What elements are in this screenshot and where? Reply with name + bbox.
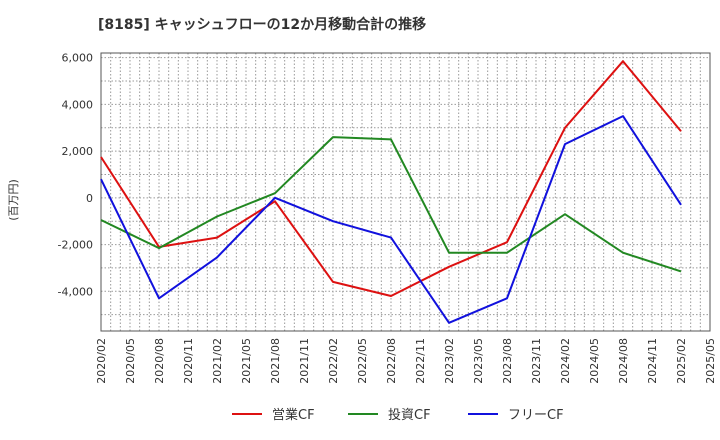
x-tick-label: 2020/08 xyxy=(153,338,166,384)
gridlines xyxy=(101,53,710,331)
x-tick-label: 2023/05 xyxy=(472,338,485,384)
x-tick-label: 2021/08 xyxy=(269,338,282,384)
y-tick-label: -4,000 xyxy=(58,285,93,298)
x-tick-label: 2023/08 xyxy=(501,338,514,384)
series-line-投資CF xyxy=(100,136,682,273)
series-lines xyxy=(100,60,682,324)
x-tick-label: 2021/05 xyxy=(240,338,253,384)
legend-label: 営業CF xyxy=(272,407,315,423)
y-tick-label: 4,000 xyxy=(62,98,94,111)
x-tick-label: 2020/02 xyxy=(95,338,108,384)
x-tick-label: 2025/05 xyxy=(704,338,717,384)
legend-label: フリーCF xyxy=(508,408,564,423)
y-tick-label: 6,000 xyxy=(62,52,94,65)
x-tick-label: 2024/11 xyxy=(646,338,659,384)
y-tick-label: 2,000 xyxy=(62,145,94,158)
y-axis-ticks: 6,000 4,000 2,000 0 -2,000 -4,000 xyxy=(58,52,93,299)
x-tick-label: 2022/02 xyxy=(327,338,340,384)
x-tick-label: 2021/11 xyxy=(298,338,311,384)
x-tick-label: 2024/05 xyxy=(588,338,601,384)
x-tick-label: 2025/02 xyxy=(675,338,688,384)
y-axis-label: (百万円) xyxy=(7,179,20,221)
x-tick-label: 2021/02 xyxy=(211,338,224,384)
y-tick-label: 0 xyxy=(86,192,93,205)
series-line-フリーCF xyxy=(100,115,682,324)
series-line-営業CF xyxy=(100,60,682,297)
x-tick-label: 2020/11 xyxy=(182,338,195,384)
x-tick-label: 2022/08 xyxy=(385,338,398,384)
x-tick-label: 2023/11 xyxy=(530,338,543,384)
legend: 営業CF 投資CF フリーCF xyxy=(232,407,564,423)
x-tick-label: 2024/08 xyxy=(617,338,630,384)
x-tick-label: 2024/02 xyxy=(559,338,572,384)
x-axis-ticks: 2020/02 2020/05 2020/08 2020/11 2021/02 2021/… xyxy=(95,338,717,384)
x-tick-label: 2022/05 xyxy=(356,338,369,384)
chart-title: [8185] キャッシュフローの12か月移動合計の推移 xyxy=(98,17,427,33)
y-tick-label: -2,000 xyxy=(58,239,93,252)
legend-label: 投資CF xyxy=(388,407,431,423)
x-tick-label: 2023/02 xyxy=(443,338,456,384)
plot-area-frame xyxy=(100,52,711,332)
x-tick-label: 2020/05 xyxy=(124,338,137,384)
x-tick-label: 2022/11 xyxy=(414,338,427,384)
